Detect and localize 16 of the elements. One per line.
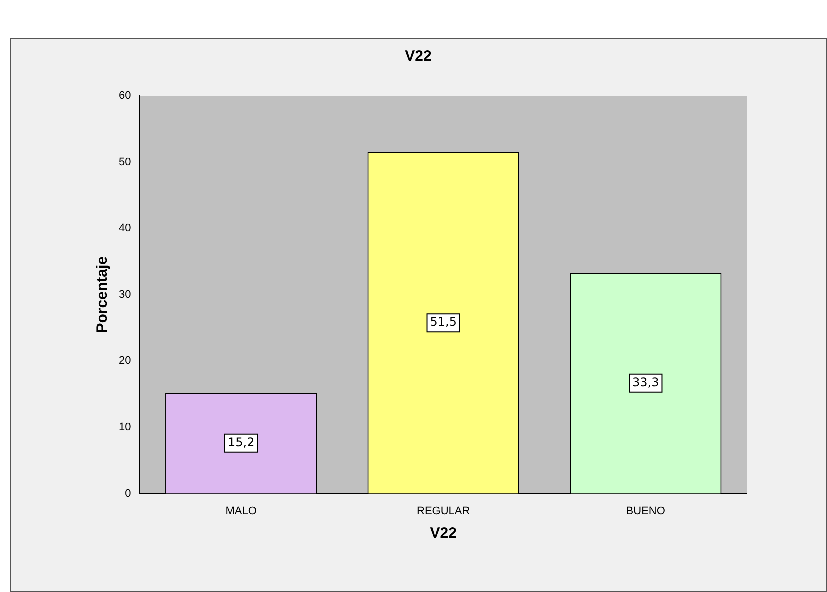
data-label: 51,5 (430, 315, 457, 330)
y-tick-label: 50 (118, 156, 132, 168)
x-tick-label: MALO (226, 505, 258, 518)
y-axis-title: Porcentaje (94, 256, 112, 334)
y-tick-label: 40 (118, 222, 132, 235)
y-tick-label: 0 (125, 488, 132, 500)
x-tick-label: REGULAR (417, 505, 470, 518)
data-label: 15,2 (228, 436, 255, 450)
y-tick-label: 20 (118, 355, 132, 368)
y-tick-label: 60 (118, 90, 132, 102)
data-label: 33,3 (632, 376, 660, 390)
y-tick-label: 10 (118, 422, 132, 434)
y-tick-label: 30 (118, 288, 132, 301)
x-tick-label: BUENO (626, 505, 666, 518)
chart-title: V22 (405, 48, 432, 66)
x-axis-title: V22 (430, 525, 457, 542)
